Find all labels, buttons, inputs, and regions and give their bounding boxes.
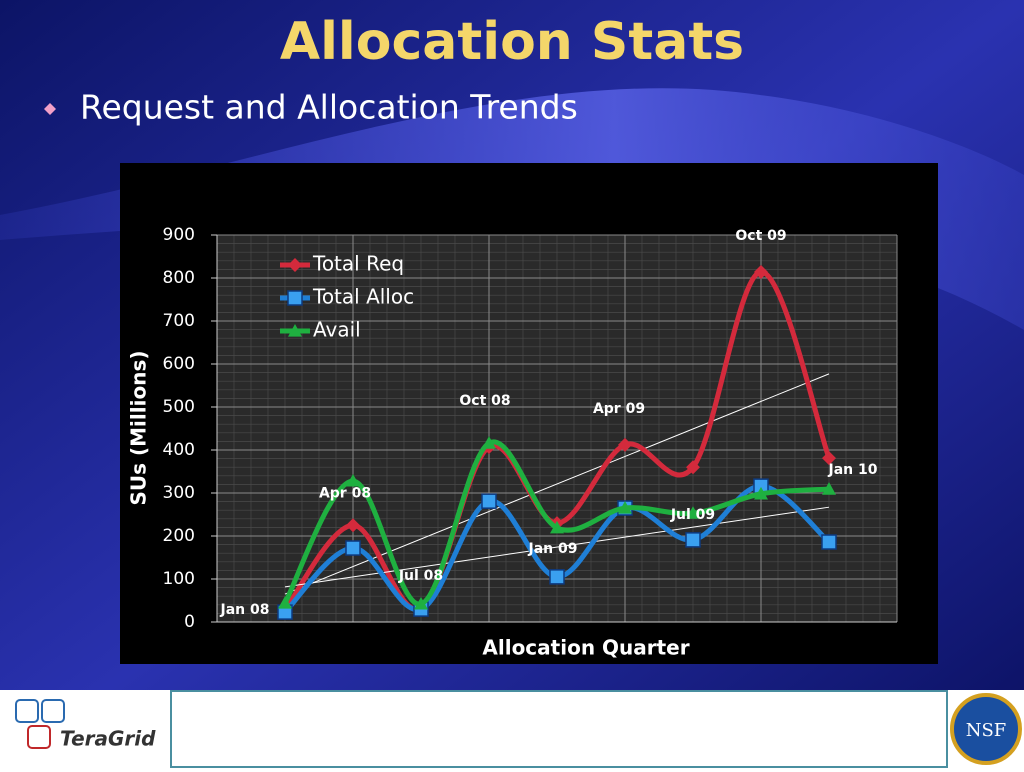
footer-logo: TeraGrid: [60, 727, 156, 751]
y-tick-label: 900: [163, 225, 195, 245]
y-tick-label: 400: [163, 440, 195, 460]
trend-line: [284, 506, 830, 588]
category-label: Jan 09: [528, 541, 578, 557]
category-label: Oct 09: [735, 228, 786, 244]
marker: [414, 596, 428, 610]
y-tick-label: 200: [163, 526, 195, 546]
marker: [822, 451, 836, 466]
bullet-icon: [44, 103, 56, 115]
slide-title: Allocation Stats: [280, 12, 744, 72]
y-axis-title: SUs (Millions): [127, 351, 151, 506]
marker: [278, 596, 292, 609]
bullet-text: Request and Allocation Trends: [80, 88, 578, 127]
marker: [288, 324, 302, 337]
marker: [287, 290, 303, 306]
marker: [550, 520, 564, 534]
marker: [754, 486, 768, 500]
nsf-text: NSF: [966, 720, 1007, 741]
y-tick-label: 100: [163, 569, 195, 589]
logo-icon: [27, 725, 51, 749]
y-tick-label: 600: [163, 354, 195, 374]
category-label: Jan 08: [220, 602, 270, 618]
marker: [481, 493, 497, 509]
footer-box: [170, 690, 948, 768]
y-tick-label: 500: [163, 397, 195, 417]
nsf-badge: [950, 693, 1022, 765]
category-label: Jan 10: [828, 462, 878, 478]
series-line: [282, 439, 830, 607]
trend-line: [284, 373, 830, 595]
marker: [482, 436, 496, 449]
marker: [618, 501, 632, 514]
legend-label: Total Req: [312, 252, 404, 276]
category-label: Jul 08: [398, 568, 443, 584]
chart: 0 100 200 300 400 500 600 700 800 900 Allocation Q…: [127, 225, 898, 660]
y-tick-label: 700: [163, 311, 195, 331]
legend-label: Avail: [313, 318, 361, 342]
marker: [754, 264, 768, 279]
category-label: Apr 08: [319, 485, 371, 501]
y-tick-label: 300: [163, 483, 195, 503]
marker: [346, 518, 360, 533]
marker: [686, 506, 700, 519]
category-label: Oct 08: [459, 393, 510, 409]
marker: [685, 532, 701, 548]
marker: [345, 540, 361, 556]
x-axis-title: Allocation Quarter: [482, 636, 689, 660]
y-tick-label: 0: [184, 612, 195, 632]
marker: [549, 569, 565, 585]
category-label: Apr 09: [593, 401, 645, 417]
marker: [288, 258, 302, 272]
marker: [822, 482, 836, 495]
marker: [346, 473, 360, 487]
category-label: Jul 09: [670, 507, 715, 523]
marker: [618, 437, 632, 452]
logo-icon: [41, 699, 65, 723]
marker: [821, 534, 837, 550]
logo-icon: [15, 699, 39, 723]
legend-label: Total Alloc: [312, 285, 414, 309]
marker: [686, 460, 700, 475]
series-line: [282, 269, 832, 612]
y-tick-label: 800: [163, 268, 195, 288]
